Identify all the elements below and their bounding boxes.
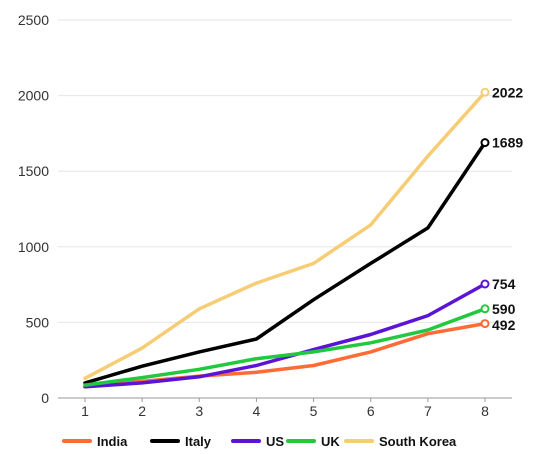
series-end-marker-india — [480, 319, 490, 329]
series-end-marker-south-korea — [480, 87, 490, 97]
series-line-south-korea — [83, 90, 487, 381]
x-axis: 1 2 3 4 5 6 7 8 — [81, 398, 489, 419]
y-tick-label: 1500 — [18, 163, 49, 179]
legend: India Italy US UK South Korea — [62, 434, 457, 449]
end-label-india: 492 — [492, 317, 516, 333]
legend-label-uk: UK — [321, 434, 340, 449]
end-label-italy: 1689 — [492, 135, 523, 151]
series-line-uk — [83, 307, 487, 387]
x-tick-label: 4 — [253, 403, 261, 419]
x-tick-label: 1 — [81, 403, 89, 419]
series-line-italy — [83, 140, 487, 385]
series-line-us — [83, 282, 487, 389]
series-end-marker-us — [480, 279, 490, 289]
y-tick-label: 2500 — [18, 12, 49, 28]
x-tick-label: 2 — [138, 403, 146, 419]
end-label-us: 754 — [492, 276, 516, 292]
legend-label-italy: Italy — [185, 434, 212, 449]
legend-label-us: US — [266, 434, 284, 449]
x-tick-label: 8 — [481, 403, 489, 419]
series-end-marker-italy — [480, 138, 490, 148]
series-end-marker-uk — [480, 304, 490, 314]
y-tick-label: 1000 — [18, 239, 49, 255]
legend-label-india: India — [97, 434, 128, 449]
y-tick-label: 500 — [26, 314, 50, 330]
end-label-south-korea: 2022 — [492, 84, 523, 100]
grid-lines — [58, 19, 512, 399]
legend-label-south-korea: South Korea — [379, 434, 457, 449]
y-tick-label: 0 — [41, 390, 49, 406]
end-label-uk: 590 — [492, 301, 516, 317]
x-tick-label: 3 — [195, 403, 203, 419]
y-tick-label: 2000 — [18, 88, 49, 104]
x-tick-label: 7 — [424, 403, 432, 419]
x-tick-label: 6 — [367, 403, 375, 419]
y-axis: 0 500 1000 1500 2000 2500 — [18, 12, 49, 406]
series-group — [83, 87, 490, 389]
x-tick-label: 5 — [310, 403, 318, 419]
